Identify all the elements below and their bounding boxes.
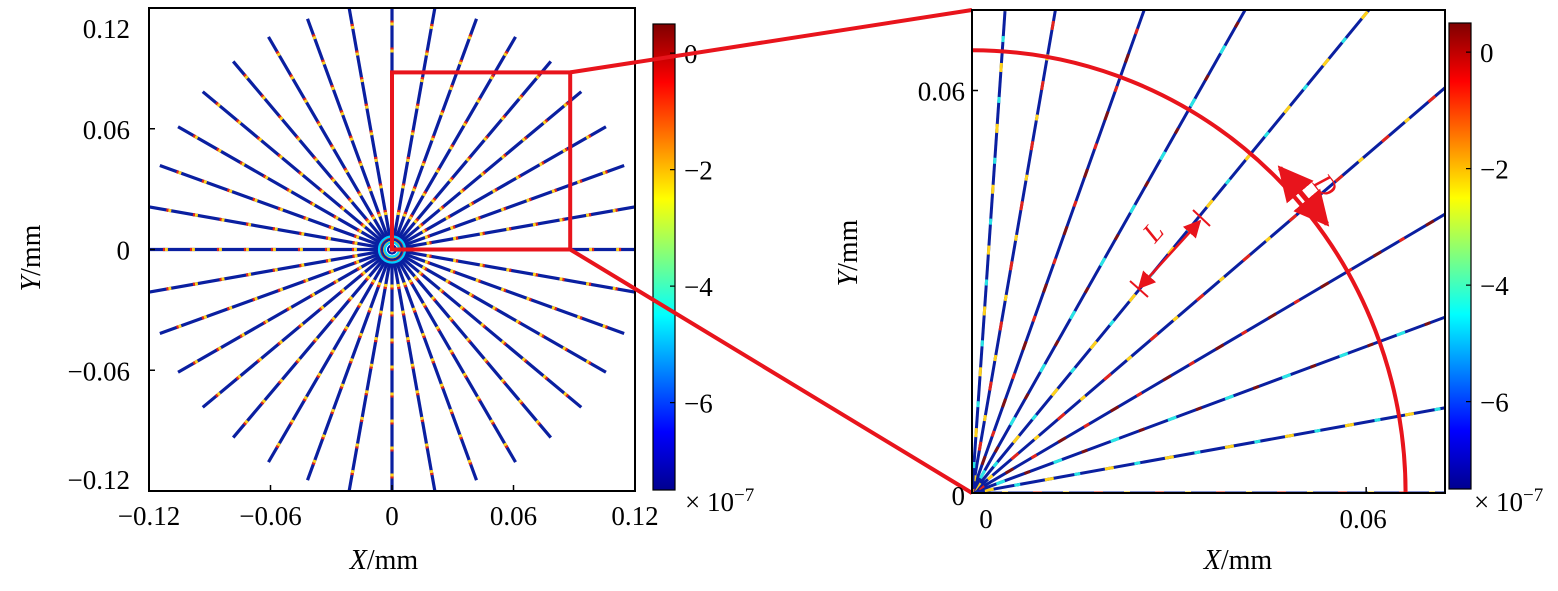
overview-ray: [177, 252, 386, 374]
zoom-connector-bottom: [569, 247, 974, 495]
length-label: L: [1136, 216, 1170, 249]
zoom-connector-lines: [569, 8, 974, 495]
overview-ray: [201, 90, 387, 246]
zoom-x-tick-label: 0.06: [1340, 504, 1387, 534]
overview-tick-group: [148, 7, 636, 492]
zoom-plot-frame: [971, 9, 1446, 494]
arc-spacing-arrow: [1277, 165, 1330, 227]
overview-colorbar-multiplier: × 10−7: [685, 485, 754, 517]
zoom-colorbar-tick-group: 0 −2 −4 −6: [1466, 38, 1509, 418]
zoom-y-tick-label: 0.06: [918, 77, 965, 107]
overview-ray: [399, 164, 625, 249]
overview-y-tick-label: 0.06: [83, 115, 130, 145]
length-arrow-end-cap-1: [1129, 280, 1149, 298]
overview-ray: [149, 249, 385, 294]
zoom-ray-highlight: [972, 10, 1146, 493]
zoom-ray: [972, 10, 1057, 493]
overview-ray: [399, 249, 635, 294]
overview-ray: [231, 254, 389, 439]
overview-ray: [399, 250, 625, 335]
overview-ray: [394, 255, 517, 463]
overview-ray: [395, 254, 553, 439]
zoom-panel: 0 0.06 0 0.06 L D X/mm Y/mm 0 −2 −4 −6 × 10−7: [833, 9, 1543, 576]
zoom-ray-group: [972, 10, 1445, 493]
overview-tick-label-group: −0.12 −0.06 0 0.06 0.12 −0.12 −0.06 0 0.06 0.12: [68, 14, 659, 531]
colorbar-tick-label: −4: [684, 272, 713, 302]
colorbar-tick-label: −6: [684, 389, 713, 419]
overview-y-tick-label: 0.12: [83, 14, 130, 44]
zoom-x-axis-label: X/mm: [1203, 545, 1273, 576]
overview-x-tick-label: −0.06: [239, 501, 301, 531]
zoom-ray-highlight: [972, 10, 1057, 493]
overview-y-tick-label: −0.06: [68, 356, 130, 386]
overview-ray: [177, 125, 386, 247]
overview-x-tick-label: −0.12: [118, 501, 180, 531]
zoom-y-tick-label: 0: [952, 481, 966, 511]
overview-x-tick-label: 0.06: [490, 501, 537, 531]
overview-y-axis-label: Y/mm: [16, 224, 47, 291]
overview-colorbar-tick-group: 0−2−4−6: [670, 39, 713, 419]
overview-ray: [397, 90, 583, 246]
overview-ray: [306, 256, 391, 481]
zoom-ray-highlight: [972, 212, 1445, 493]
zoom-colorbar: [1448, 22, 1472, 490]
zoom-tick-label-group: 0 0.06 0 0.06: [918, 77, 1387, 535]
overview-ray: [399, 205, 635, 250]
zoom-box: [390, 70, 573, 252]
zoom-ray: [972, 10, 1371, 493]
overview-ray: [347, 257, 393, 491]
colorbar-tick-label: −2: [1480, 155, 1509, 185]
length-arrow: [1137, 219, 1202, 290]
overview-colorbar: [652, 23, 676, 491]
overview-ray: [347, 8, 393, 242]
overview-ray: [397, 253, 583, 409]
colorbar-tick-label: −2: [684, 156, 713, 186]
overview-y-tick-label: 0: [117, 236, 131, 266]
zoom-ray-highlight: [972, 10, 1371, 493]
overview-ray: [391, 8, 437, 242]
length-arrow-end-cap-2: [1192, 209, 1211, 227]
zoom-ray: [972, 10, 1007, 493]
zoom-ray: [972, 85, 1445, 493]
zoom-ray-highlight: [972, 10, 1057, 493]
colorbar-tick-label: −4: [1480, 271, 1509, 301]
overview-ray-group: [149, 8, 635, 491]
overview-ray: [267, 36, 390, 244]
overview-ray: [393, 18, 478, 243]
overview-x-tick-label: 0: [385, 501, 399, 531]
arc-spacing-label: D: [1306, 167, 1344, 203]
zoom-ray: [972, 406, 1445, 493]
overview-ray: [149, 205, 385, 250]
zoom-ray-highlight: [972, 315, 1445, 493]
overview-ray: [159, 164, 385, 249]
zoom-y-axis-label: Y/mm: [833, 219, 864, 286]
colorbar-tick-label: −6: [1480, 388, 1509, 418]
overview-panel: −0.12 −0.06 0 0.06 0.12 −0.12 −0.06 0 0.06 0.12 X…: [16, 7, 754, 576]
zoom-x-tick-label: 0: [979, 504, 993, 534]
overview-ray: [231, 60, 389, 245]
colorbar-tick-label: 0: [1480, 38, 1494, 68]
overview-ray: [391, 257, 437, 491]
overview-ray: [306, 18, 391, 243]
overview-ray: [395, 60, 553, 245]
overview-y-tick-label: −0.12: [68, 465, 130, 495]
overview-ray: [393, 256, 478, 481]
overview-ray: [201, 253, 387, 409]
overview-ray: [267, 255, 390, 463]
length-annotation: L: [1129, 209, 1211, 298]
zoom-colorbar-multiplier: × 10−7: [1474, 485, 1543, 517]
zoom-ray-highlight: [972, 10, 1371, 493]
overview-ray: [159, 250, 385, 335]
overview-ray: [398, 252, 607, 374]
zoom-tick-group: [971, 89, 1367, 494]
overview-x-axis-label: X/mm: [349, 545, 419, 576]
zoom-connector-top: [569, 8, 973, 75]
overview-x-tick-label: 0.12: [611, 501, 658, 531]
zoom-ray: [972, 10, 1247, 493]
